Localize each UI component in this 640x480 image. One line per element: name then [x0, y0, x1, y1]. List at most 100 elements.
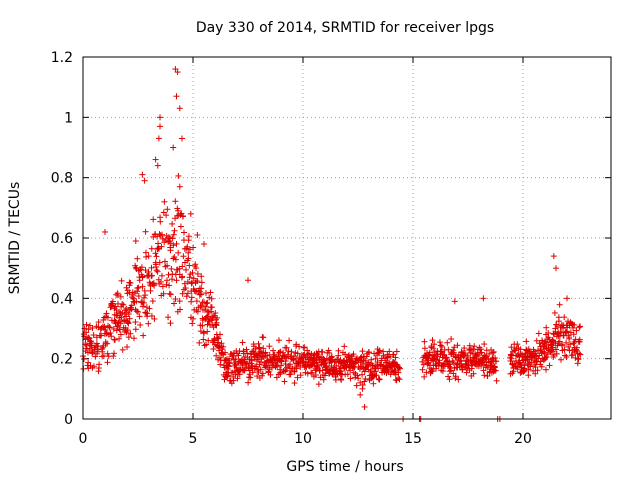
data-point [186, 274, 193, 281]
data-point [224, 373, 231, 380]
data-point [104, 359, 111, 366]
data-point [169, 276, 176, 283]
data-point [573, 344, 580, 351]
data-point [421, 373, 428, 380]
data-point [201, 241, 207, 248]
data-point [169, 235, 176, 242]
data-point [477, 346, 484, 353]
data-point [199, 315, 206, 322]
data-point [188, 294, 195, 301]
data-point [293, 365, 300, 372]
data-point [132, 264, 139, 271]
data-point [508, 344, 515, 351]
data-point [556, 338, 563, 345]
data-point [102, 326, 109, 333]
data-point [493, 377, 500, 384]
data-point [280, 349, 287, 356]
data-point [573, 327, 580, 334]
data-point [203, 290, 210, 297]
data-point [157, 278, 164, 285]
data-point [155, 135, 162, 142]
data-point [480, 367, 487, 374]
data-point [521, 365, 528, 372]
data-point [177, 306, 184, 313]
data-point [120, 301, 127, 308]
data-point [257, 366, 264, 373]
data-point [277, 370, 284, 377]
data-point [202, 303, 209, 310]
data-point [576, 324, 583, 331]
x-axis-label: GPS time / hours [286, 459, 403, 475]
data-point [176, 298, 183, 305]
data-point [288, 348, 295, 355]
data-point [260, 345, 267, 352]
data-point [139, 273, 146, 280]
data-point [335, 347, 342, 354]
x-tick-label: 15 [404, 431, 422, 447]
data-point [230, 353, 237, 360]
data-point [333, 362, 340, 369]
data-point [264, 352, 271, 359]
data-point [148, 264, 155, 271]
x-tick-label: 5 [189, 431, 198, 447]
data-point [166, 282, 173, 289]
data-point [157, 218, 164, 225]
data-point [167, 320, 174, 327]
data-point [486, 350, 493, 357]
data-point [262, 363, 269, 370]
data-point [471, 343, 478, 350]
data-point [85, 359, 92, 366]
data-point [212, 310, 219, 317]
data-point [117, 331, 124, 338]
data-point [525, 366, 532, 373]
data-point [123, 305, 130, 312]
data-point [332, 376, 339, 383]
data-point [157, 114, 163, 121]
data-point [354, 372, 361, 379]
data-point [208, 317, 215, 324]
data-point [148, 312, 155, 319]
data-point [174, 69, 181, 76]
data-point [209, 313, 216, 320]
data-point [139, 303, 146, 310]
data-point [362, 357, 369, 364]
data-point [246, 371, 253, 378]
data-point [168, 265, 175, 272]
data-point [188, 280, 195, 287]
data-point [543, 353, 550, 360]
data-point [553, 265, 559, 272]
data-point [165, 271, 172, 278]
data-point [204, 328, 211, 335]
data-point [234, 375, 241, 382]
data-point [577, 351, 584, 358]
data-point [108, 333, 115, 340]
data-point [203, 300, 210, 307]
data-point [141, 177, 148, 184]
data-point [570, 340, 577, 347]
data-point [359, 371, 366, 378]
data-point [534, 367, 541, 374]
data-point [248, 357, 255, 364]
data-point [140, 299, 147, 306]
data-point [473, 352, 480, 359]
data-point [145, 268, 152, 275]
data-point [194, 270, 201, 277]
data-point [149, 272, 156, 279]
data-point [124, 344, 131, 351]
data-point [124, 327, 131, 334]
data-point [150, 216, 157, 223]
data-point [438, 343, 445, 350]
data-point [448, 335, 455, 342]
data-point [198, 279, 205, 286]
data-point [437, 342, 444, 349]
data-point [362, 375, 369, 382]
data-point [236, 371, 243, 378]
data-point [127, 330, 134, 337]
data-point [419, 366, 426, 373]
data-point [553, 350, 560, 357]
data-point [102, 228, 108, 235]
data-point [430, 345, 437, 352]
data-point [107, 330, 114, 337]
data-point [299, 355, 306, 362]
